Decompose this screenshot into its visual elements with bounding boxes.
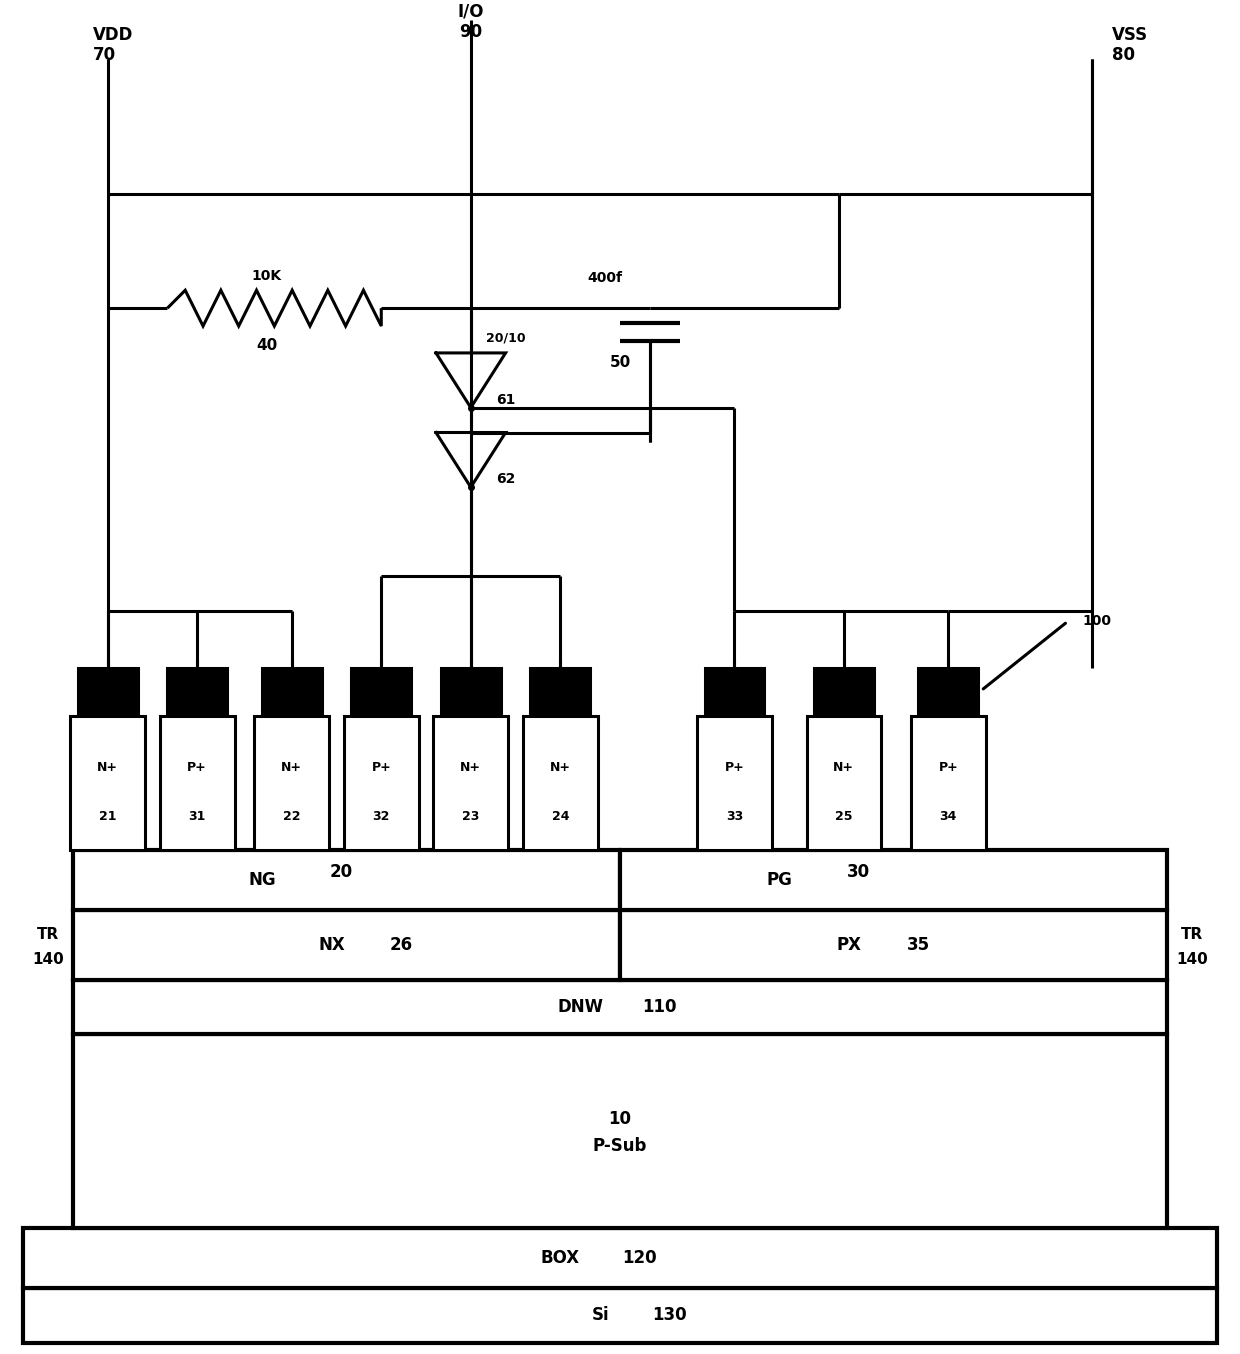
Text: 33: 33 xyxy=(725,810,743,823)
Text: 24: 24 xyxy=(552,810,569,823)
Bar xyxy=(343,716,419,850)
Text: N+: N+ xyxy=(97,761,118,773)
Text: 140: 140 xyxy=(32,952,64,967)
Bar xyxy=(704,669,764,714)
Text: NG: NG xyxy=(248,871,275,890)
Text: 22: 22 xyxy=(283,810,300,823)
Text: 23: 23 xyxy=(463,810,480,823)
Text: 40: 40 xyxy=(257,338,278,353)
Text: VDD: VDD xyxy=(93,26,133,43)
Text: 70: 70 xyxy=(93,46,115,64)
Text: P+: P+ xyxy=(939,761,959,773)
Text: 31: 31 xyxy=(188,810,206,823)
Text: N+: N+ xyxy=(281,761,303,773)
Bar xyxy=(434,716,508,850)
Bar xyxy=(254,716,329,850)
Bar xyxy=(167,669,227,714)
Bar xyxy=(71,716,145,850)
Bar xyxy=(351,669,412,714)
Bar xyxy=(441,669,501,714)
Bar xyxy=(160,716,234,850)
Text: P+: P+ xyxy=(187,761,207,773)
Text: 110: 110 xyxy=(642,998,677,1016)
Text: 10: 10 xyxy=(609,1110,631,1128)
Bar xyxy=(73,979,1167,1034)
Text: PX: PX xyxy=(836,936,862,953)
Bar xyxy=(919,669,978,714)
Bar xyxy=(523,716,598,850)
Text: 25: 25 xyxy=(835,810,853,823)
Text: 26: 26 xyxy=(389,936,413,953)
Text: N+: N+ xyxy=(833,761,854,773)
Text: P-Sub: P-Sub xyxy=(593,1137,647,1155)
Bar xyxy=(911,716,986,850)
Text: 100: 100 xyxy=(1083,615,1111,628)
Bar xyxy=(24,1228,1216,1288)
Text: 90: 90 xyxy=(459,23,482,41)
Text: 62: 62 xyxy=(496,473,516,486)
Text: 130: 130 xyxy=(652,1307,687,1324)
Text: 32: 32 xyxy=(372,810,389,823)
Text: N+: N+ xyxy=(549,761,570,773)
Bar xyxy=(620,910,1167,979)
Text: TR: TR xyxy=(37,927,60,942)
Bar xyxy=(806,716,882,850)
Bar xyxy=(620,850,1167,910)
Text: N+: N+ xyxy=(460,761,481,773)
Bar xyxy=(24,1288,1216,1343)
Text: 21: 21 xyxy=(99,810,117,823)
Bar xyxy=(697,716,771,850)
Text: 120: 120 xyxy=(622,1250,657,1267)
Text: 140: 140 xyxy=(1176,952,1208,967)
Text: P+: P+ xyxy=(724,761,744,773)
Bar xyxy=(531,669,590,714)
Text: NX: NX xyxy=(319,936,345,953)
Text: VSS: VSS xyxy=(1112,26,1148,43)
Text: 30: 30 xyxy=(847,862,870,881)
Bar xyxy=(262,669,321,714)
Bar xyxy=(78,669,138,714)
Text: 35: 35 xyxy=(906,936,930,953)
Text: 50: 50 xyxy=(609,355,631,371)
Bar xyxy=(813,669,874,714)
Bar xyxy=(73,910,620,979)
Text: DNW: DNW xyxy=(557,998,603,1016)
Bar xyxy=(73,850,620,910)
Text: 400f: 400f xyxy=(588,271,622,286)
Text: 20: 20 xyxy=(330,862,353,881)
Text: 80: 80 xyxy=(1112,46,1136,64)
Text: TR: TR xyxy=(1180,927,1203,942)
Text: Si: Si xyxy=(591,1307,609,1324)
Text: 10K: 10K xyxy=(252,269,281,283)
Text: BOX: BOX xyxy=(541,1250,580,1267)
Text: 20/10: 20/10 xyxy=(486,332,526,344)
Text: 61: 61 xyxy=(496,393,516,406)
Text: 34: 34 xyxy=(940,810,957,823)
Text: PG: PG xyxy=(766,871,792,890)
Bar xyxy=(73,1034,1167,1228)
Text: I/O: I/O xyxy=(458,3,484,20)
Text: P+: P+ xyxy=(372,761,391,773)
